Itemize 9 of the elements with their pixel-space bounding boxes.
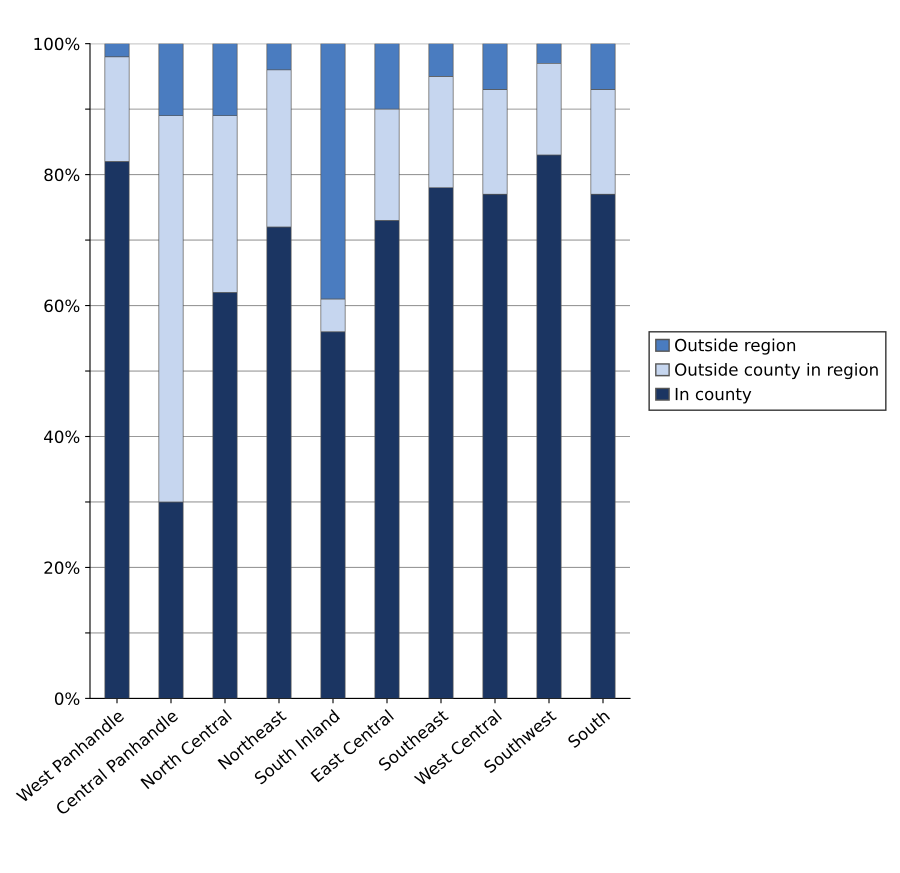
y-tick-label: 40%	[44, 430, 80, 444]
y-tick-label: 60%	[44, 300, 80, 312]
legend-label: Outside region	[675, 338, 796, 355]
legend-label: Outside county in region	[675, 362, 878, 380]
legend-label: In county	[676, 388, 752, 404]
y-tick-label: 20%	[44, 561, 80, 574]
y-tick-label: 100%	[34, 38, 80, 50]
y-tick-label: 80%	[44, 168, 80, 182]
y-tick-label: 0%	[54, 692, 80, 705]
